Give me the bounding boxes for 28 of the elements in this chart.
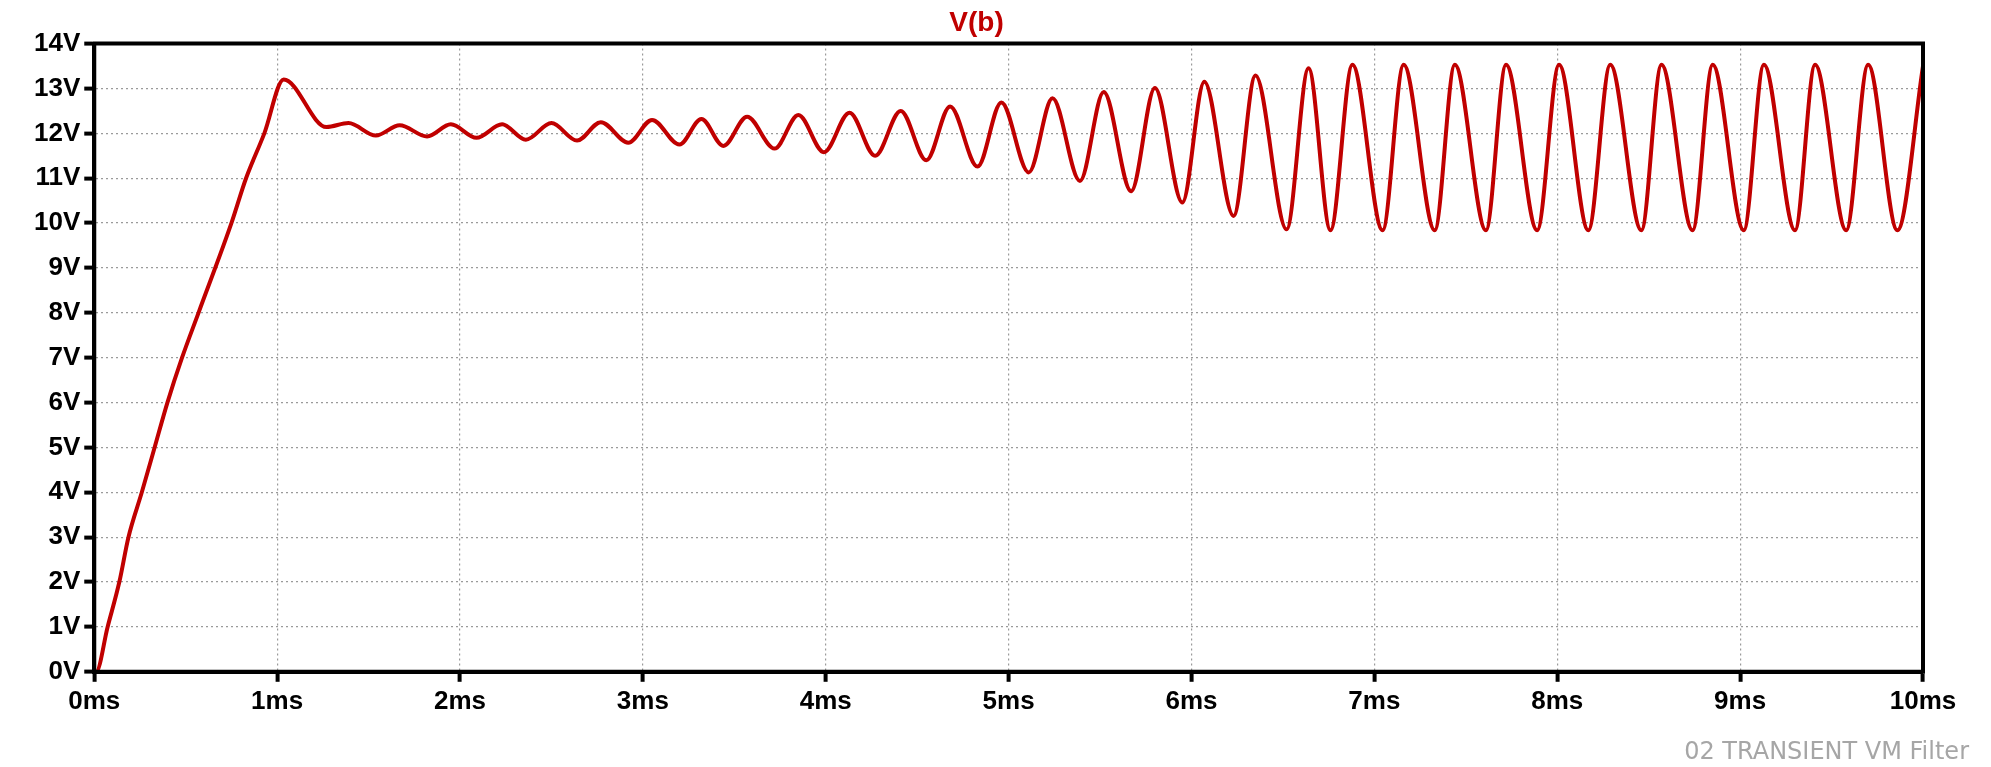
y-tick-label: 14V	[34, 26, 81, 57]
y-tick-label: 9V	[48, 251, 81, 282]
x-tick-label: 0ms	[68, 684, 121, 715]
x-tick-label: 5ms	[982, 684, 1035, 715]
chart-title: V(b)	[949, 5, 1004, 37]
y-tick-label: 10V	[34, 206, 81, 237]
x-tick-label: 9ms	[1714, 684, 1767, 715]
y-tick-label: 5V	[48, 430, 81, 461]
x-tick-label: 1ms	[251, 684, 304, 715]
y-tick-label: 11V	[35, 161, 81, 192]
x-tick-label: 6ms	[1165, 684, 1218, 715]
y-tick-label: 4V	[48, 475, 81, 506]
y-tick-label: 0V	[48, 654, 81, 685]
x-tick-label: 7ms	[1348, 684, 1401, 715]
y-tick-label: 8V	[48, 296, 81, 326]
x-tick-label: 4ms	[799, 684, 852, 715]
y-tick-label: 7V	[48, 340, 81, 371]
y-tick-label: 13V	[34, 71, 81, 102]
x-tick-label: 8ms	[1531, 684, 1584, 715]
y-tick-label: 3V	[48, 520, 81, 551]
y-tick-label: 2V	[48, 565, 81, 596]
y-tick-label: 6V	[48, 385, 81, 416]
text: 02 TRANSIENT VM Filter	[1684, 737, 1969, 765]
y-tick-label: 12V	[34, 116, 81, 147]
y-tick-label: 1V	[48, 610, 81, 641]
x-tick-label: 2ms	[433, 684, 487, 715]
x-tick-label: 3ms	[616, 684, 669, 715]
x-tick-label: 10ms	[1889, 684, 1957, 715]
